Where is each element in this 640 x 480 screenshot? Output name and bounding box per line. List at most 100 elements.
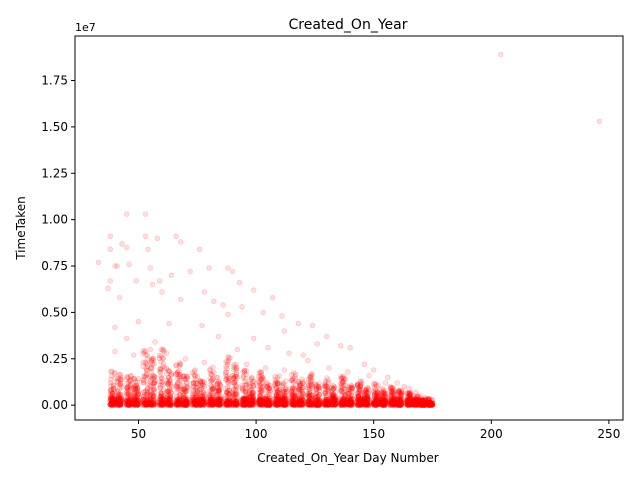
- data-point: [145, 389, 151, 395]
- data-point: [142, 400, 148, 406]
- data-point: [404, 397, 410, 404]
- data-point: [130, 375, 137, 382]
- data-point: [107, 402, 114, 408]
- data-point: [125, 383, 132, 389]
- y-offset-text: 1e7: [75, 21, 96, 34]
- data-point: [418, 393, 424, 399]
- data-point: [225, 373, 231, 379]
- data-point: [115, 388, 121, 394]
- data-point: [127, 395, 134, 401]
- data-point: [206, 400, 212, 406]
- data-point: [132, 398, 138, 404]
- data-point: [133, 399, 139, 405]
- data-point: [209, 386, 216, 392]
- data-point: [111, 402, 118, 408]
- data-point: [116, 398, 123, 404]
- data-point: [134, 398, 141, 404]
- data-point: [116, 398, 123, 404]
- data-point: [127, 373, 134, 379]
- data-point: [273, 396, 279, 402]
- data-point: [199, 322, 205, 329]
- data-point: [117, 400, 124, 406]
- data-point: [260, 309, 266, 316]
- data-point: [315, 397, 321, 403]
- data-point: [117, 401, 123, 407]
- data-point: [128, 385, 134, 392]
- data-point: [135, 400, 142, 406]
- data-point: [175, 379, 181, 386]
- data-point: [123, 244, 130, 251]
- data-point: [125, 400, 132, 406]
- data-point: [107, 233, 114, 240]
- data-point: [123, 387, 130, 394]
- data-point: [126, 402, 132, 408]
- data-point: [251, 335, 257, 342]
- data-point: [117, 376, 123, 382]
- data-point: [131, 401, 137, 407]
- data-point: [116, 294, 123, 301]
- data-point: [112, 401, 118, 408]
- data-point: [127, 377, 133, 383]
- data-point: [124, 385, 130, 391]
- y-tick-label: 0.25: [41, 352, 68, 366]
- data-point: [119, 399, 125, 405]
- data-point: [135, 385, 141, 391]
- plot-frame: [74, 35, 624, 421]
- data-point: [125, 391, 132, 397]
- data-point: [248, 376, 254, 382]
- data-point: [134, 392, 140, 398]
- data-point: [118, 396, 125, 402]
- data-point: [127, 401, 133, 407]
- y-tick-label: 1.50: [41, 120, 68, 134]
- data-point: [145, 381, 151, 387]
- data-point: [140, 350, 146, 357]
- data-point: [108, 400, 114, 406]
- data-point: [116, 399, 123, 405]
- data-point: [117, 397, 124, 404]
- data-point: [382, 380, 389, 386]
- data-point: [164, 389, 170, 396]
- data-point: [111, 397, 117, 403]
- data-point: [123, 402, 130, 408]
- data-point: [108, 380, 114, 386]
- data-point: [107, 396, 114, 402]
- data-point: [274, 388, 281, 394]
- data-point: [114, 379, 120, 385]
- data-point: [233, 366, 239, 373]
- data-point: [131, 394, 138, 400]
- data-point: [134, 402, 141, 408]
- data-point: [366, 372, 372, 379]
- data-point: [125, 386, 131, 393]
- data-point: [111, 400, 117, 406]
- data-point: [131, 384, 137, 390]
- data-point: [128, 396, 134, 403]
- data-point: [225, 390, 231, 397]
- data-point: [117, 372, 123, 378]
- data-point: [413, 389, 419, 395]
- data-point: [109, 392, 116, 398]
- data-point: [127, 378, 133, 384]
- data-point: [125, 374, 131, 380]
- data-point: [111, 371, 118, 377]
- data-point: [364, 396, 370, 402]
- data-point: [118, 377, 124, 383]
- data-point: [124, 397, 131, 403]
- data-point: [115, 402, 121, 408]
- data-point: [114, 401, 121, 407]
- data-point: [109, 402, 116, 408]
- data-point: [297, 382, 304, 389]
- data-point: [135, 399, 141, 405]
- y-tick-label: 0.75: [41, 259, 68, 273]
- data-point: [109, 402, 116, 408]
- data-point: [124, 397, 131, 404]
- data-point: [178, 296, 184, 303]
- data-point: [116, 376, 122, 383]
- data-point: [115, 392, 121, 399]
- data-point: [411, 402, 417, 408]
- data-point: [135, 402, 141, 408]
- data-point: [109, 400, 116, 406]
- data-point: [118, 380, 124, 386]
- data-point: [127, 398, 133, 404]
- data-point: [125, 399, 131, 405]
- data-point: [124, 375, 131, 381]
